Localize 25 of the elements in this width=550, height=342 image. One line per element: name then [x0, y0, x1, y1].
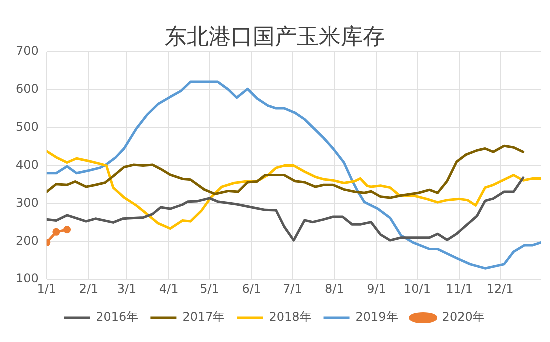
chart-title: 东北港口国产玉米库存 — [165, 25, 385, 50]
x-tick-label: 4/1 — [159, 282, 179, 296]
x-tick-label: 8/1 — [325, 282, 344, 296]
legend-label: 2020年 — [442, 310, 485, 324]
legend-label: 2019年 — [356, 310, 398, 324]
y-tick-label: 600 — [16, 82, 39, 96]
x-tick-label: 1/1 — [37, 282, 57, 296]
x-tick-label: 7/1 — [282, 282, 302, 296]
y-tick-label: 300 — [16, 196, 39, 210]
y-tick-label: 500 — [16, 120, 39, 134]
y-tick-label: 400 — [16, 158, 39, 172]
legend-label: 2018年 — [269, 310, 312, 324]
legend-label: 2016年 — [96, 310, 139, 324]
x-tick-label: 9/1 — [367, 282, 386, 296]
x-tick-label: 5/1 — [200, 282, 220, 296]
x-tick-label: 2/1 — [79, 282, 99, 296]
x-tick-label: 12/1 — [486, 282, 514, 296]
y-tick-label: 200 — [16, 234, 39, 248]
x-tick-label: 3/1 — [117, 282, 137, 296]
y-tick-label: 700 — [16, 44, 39, 58]
y-tick-label: 100 — [16, 272, 39, 286]
legend-label: 2017年 — [182, 310, 226, 324]
x-tick-label: 11/1 — [446, 282, 474, 296]
x-tick-label: 6/1 — [242, 282, 262, 296]
x-tick-label: 10/1 — [404, 282, 431, 296]
